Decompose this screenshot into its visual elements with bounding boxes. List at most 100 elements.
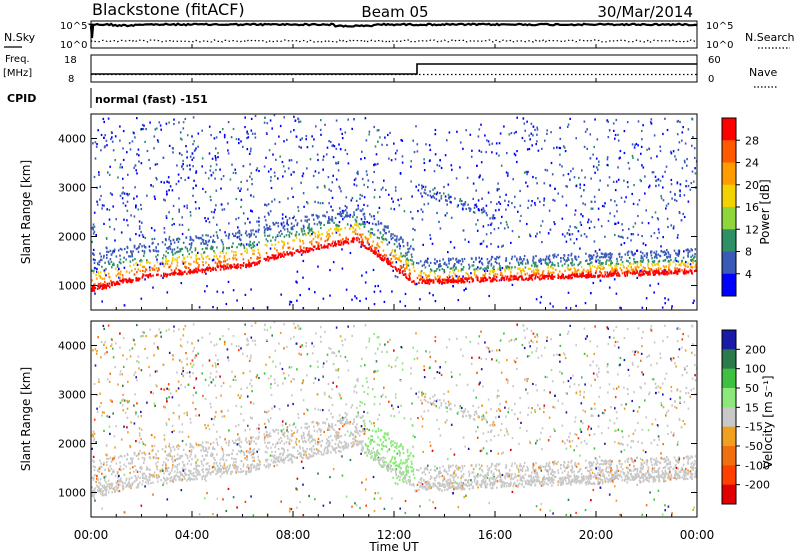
power-cell (273, 198, 276, 201)
power-cell (421, 218, 424, 221)
power-cell (359, 209, 362, 212)
velocity-cell (594, 378, 596, 381)
power-cell (379, 232, 382, 235)
power-cell (395, 267, 397, 271)
power-cell (399, 300, 401, 303)
power-cell (547, 258, 550, 261)
power-cell (344, 241, 347, 244)
power-cell (186, 250, 189, 253)
power-cell (370, 249, 372, 252)
velocity-cell (571, 440, 574, 443)
power-cell (215, 159, 217, 162)
velocity-cell (610, 470, 612, 474)
power-cell (182, 121, 185, 124)
power-cell (134, 186, 136, 189)
power-cell (328, 219, 330, 222)
power-cell (287, 223, 289, 227)
power-cell (174, 252, 176, 255)
power-cell (572, 167, 574, 170)
power-cell (212, 171, 215, 174)
power-cell (616, 210, 618, 213)
power-cell (533, 273, 535, 276)
power-cell (550, 277, 552, 280)
power-cell (407, 264, 410, 267)
power-cell (341, 132, 343, 135)
power-cell (207, 234, 209, 237)
velocity-cell (485, 474, 487, 477)
power-cell (644, 175, 646, 178)
velocity-cell (190, 450, 193, 454)
power-cell (106, 256, 108, 259)
power-cell (523, 254, 526, 258)
power-cell (508, 279, 510, 282)
power-cell (586, 147, 588, 150)
power-cell (581, 169, 583, 172)
power-cell (694, 265, 696, 268)
velocity-cell (553, 460, 556, 463)
power-cell (406, 244, 409, 247)
power-cell (373, 170, 375, 173)
power-cell (684, 263, 687, 266)
power-cell (301, 175, 304, 178)
power-cell (353, 213, 355, 216)
velocity-cell (378, 413, 381, 416)
power-cell (367, 230, 370, 233)
power-cell (488, 276, 491, 279)
power-cell (239, 238, 242, 242)
power-cell (99, 258, 102, 261)
power-cell (142, 269, 144, 272)
velocity-cell (328, 426, 330, 429)
power-cell (472, 182, 475, 185)
power-cell (651, 264, 654, 267)
power-cell (366, 239, 369, 242)
power-cell (683, 268, 686, 271)
power-cell (470, 155, 473, 158)
power-cell (498, 154, 500, 157)
power-cell (390, 235, 392, 238)
power-cell (641, 129, 643, 133)
power-cell (226, 141, 229, 144)
power-cell (400, 197, 402, 200)
power-cell (362, 223, 364, 226)
power-cell (534, 268, 537, 271)
power-cell (664, 297, 666, 300)
power-cell (518, 235, 520, 238)
power-cell (695, 269, 697, 272)
velocity-cell (673, 476, 676, 479)
power-cell (394, 189, 397, 192)
power-cell (411, 217, 414, 220)
power-cell (122, 191, 124, 194)
power-cell (152, 286, 154, 289)
power-cell (245, 230, 248, 233)
power-cell (433, 196, 436, 199)
power-cell (615, 292, 618, 295)
power-cell (513, 152, 516, 155)
power-cell (193, 179, 195, 182)
velocity-cell (651, 471, 654, 474)
power-cell (122, 186, 124, 189)
power-cell (662, 132, 664, 136)
power-cell (309, 228, 312, 231)
power-cell (299, 138, 302, 141)
velocity-cell (675, 459, 677, 462)
power-cell (482, 178, 484, 181)
power-cell (543, 182, 546, 185)
velocity-cell (678, 348, 681, 351)
power-cell (137, 148, 140, 151)
velocity-cell (135, 469, 137, 472)
power-cell (552, 275, 555, 278)
power-cell (594, 200, 596, 203)
power-cell (562, 174, 565, 177)
power-cell (649, 268, 651, 271)
power-cell (508, 266, 511, 269)
power-cell (402, 273, 405, 276)
power-cell (92, 248, 95, 251)
power-cell (627, 260, 630, 263)
power-cell (108, 262, 110, 265)
velocity-cell (636, 467, 639, 471)
power-cell (536, 126, 538, 129)
power-cell (594, 171, 596, 174)
power-cell (201, 271, 204, 274)
power-cell (304, 215, 307, 218)
power-cell (643, 254, 646, 257)
